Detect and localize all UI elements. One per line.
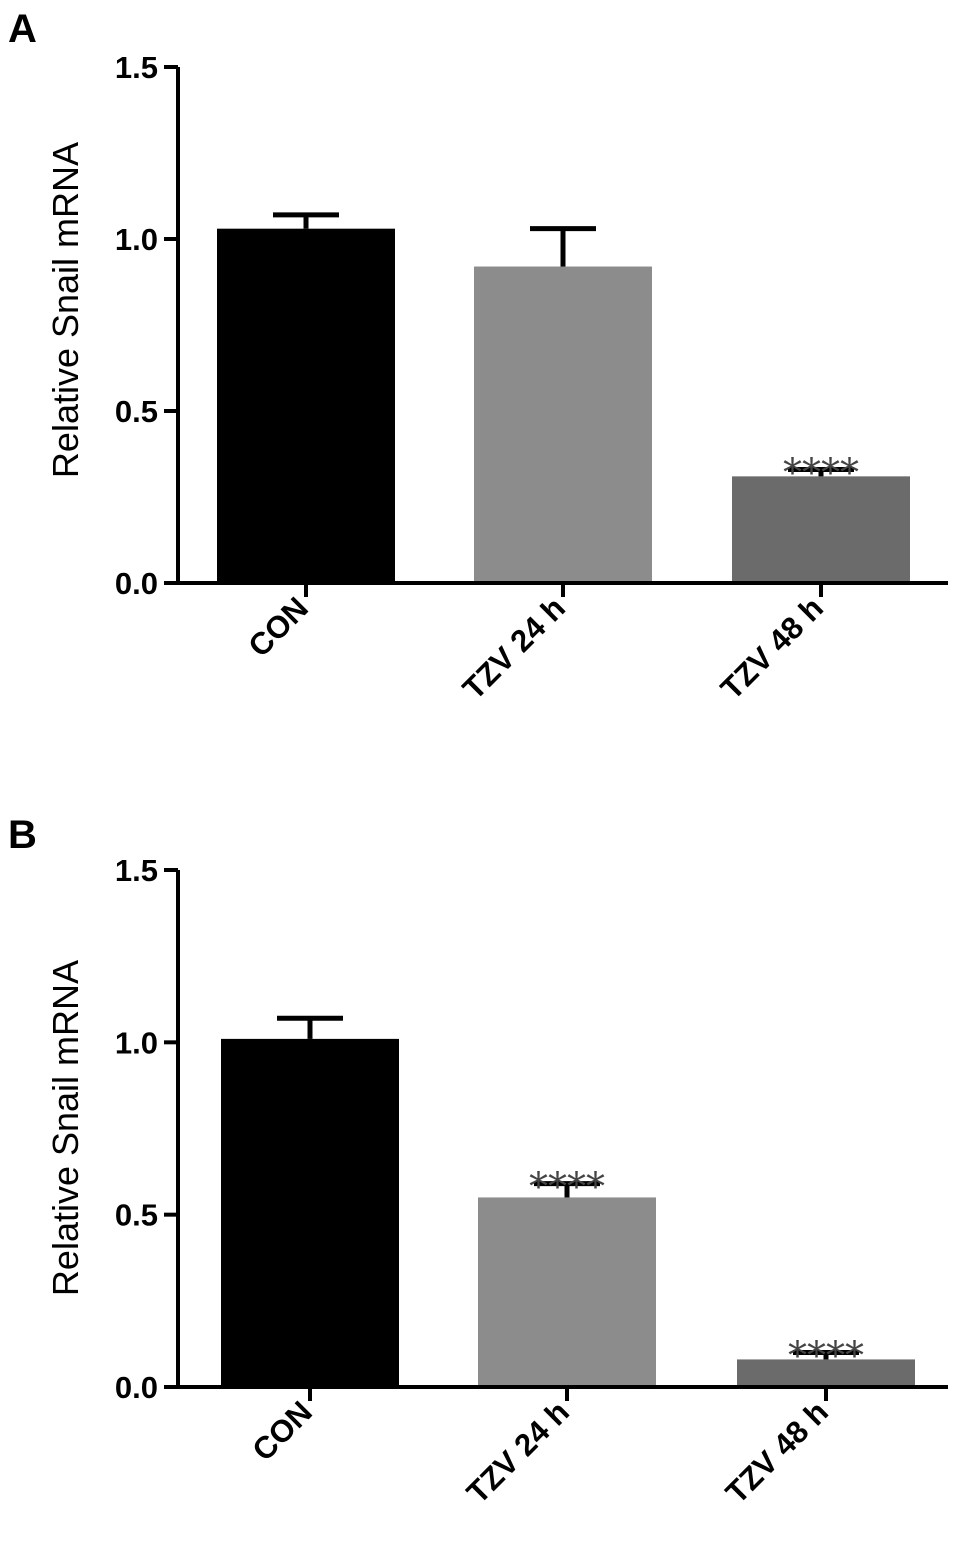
error-bar-a-1 — [273, 212, 339, 229]
y-axis-title-a: Relative Snail mRNA — [45, 142, 86, 478]
panel-label-a: A — [8, 7, 37, 51]
y-tick-label-a-1: 0.5 — [115, 394, 158, 429]
y-axis-title-b: Relative Snail mRNA — [45, 960, 86, 1296]
y-tick-label-b-0: 0.0 — [115, 1370, 158, 1405]
bar-b-3 — [737, 1359, 915, 1387]
bar-a-1 — [217, 228, 395, 583]
error-bar-b-3 — [793, 1350, 859, 1360]
x-tick-label-b-2: TZV 24 h — [460, 1394, 576, 1510]
x-tick-label-a-2: TZV 24 h — [456, 590, 572, 706]
significance-label-b-2: **** — [529, 1165, 605, 1209]
panel-a: A Relative Snail mRNA **** 0.0 0.5 1.0 1.5 CO… — [8, 7, 948, 706]
bar-b-2 — [478, 1197, 656, 1387]
panel-b: B Relative Snail mRNA **** **** 0.0 0.5 1.0 1… — [8, 813, 948, 1510]
error-bar-b-1 — [277, 1015, 343, 1039]
y-tick-label-b-1: 0.5 — [115, 1198, 158, 1233]
x-tick-label-b-1: CON — [245, 1394, 318, 1467]
y-tick-label-a-3: 1.5 — [115, 50, 158, 85]
significance-label-a-3: **** — [783, 450, 859, 494]
significance-label-b-3: **** — [788, 1334, 864, 1378]
y-tick-label-a-2: 1.0 — [115, 222, 158, 257]
error-bar-a-2 — [530, 226, 596, 267]
x-tick-label-b-3: TZV 48 h — [719, 1394, 835, 1510]
bar-a-3 — [732, 476, 910, 583]
x-tick-label-a-3: TZV 48 h — [714, 590, 830, 706]
error-bar-a-3 — [788, 466, 854, 477]
x-tick-label-a-1: CON — [241, 590, 314, 663]
error-bar-b-2 — [534, 1181, 600, 1198]
bar-a-2 — [474, 266, 652, 583]
y-tick-label-a-0: 0.0 — [115, 566, 158, 601]
y-tick-label-b-3: 1.5 — [115, 853, 158, 888]
bar-b-1 — [221, 1038, 399, 1387]
panel-label-b: B — [8, 813, 37, 857]
y-tick-label-b-2: 1.0 — [115, 1025, 158, 1060]
